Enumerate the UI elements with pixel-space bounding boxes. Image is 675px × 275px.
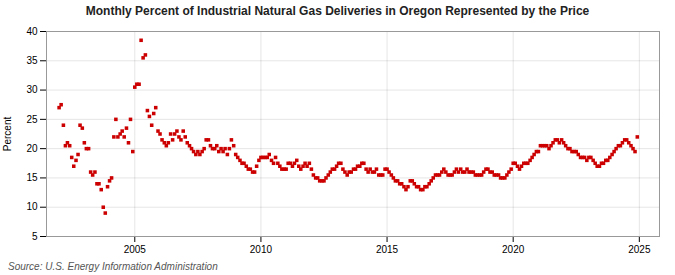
svg-text:20: 20 — [26, 143, 38, 154]
svg-text:2015: 2015 — [376, 244, 399, 255]
svg-text:25: 25 — [26, 114, 38, 125]
svg-text:5: 5 — [32, 231, 38, 242]
html-text:Monthly Percent of Industrial: Monthly Percent of Industrial Natural Ga… — [85, 4, 590, 18]
svg-text:2010: 2010 — [250, 244, 273, 255]
svg-text:2025: 2025 — [628, 244, 651, 255]
svg-text:15: 15 — [26, 172, 38, 183]
svg-text:10: 10 — [26, 201, 38, 212]
svg-text:2005: 2005 — [124, 244, 147, 255]
svg-text:Percent: Percent — [2, 117, 13, 152]
svg-text:35: 35 — [26, 55, 38, 66]
html-text:Source: U.S. Energy Informatio: Source: U.S. Energy Information Administ… — [8, 261, 218, 272]
svg-text:30: 30 — [26, 84, 38, 95]
svg-text:40: 40 — [26, 26, 38, 37]
svg-text:2020: 2020 — [502, 244, 525, 255]
